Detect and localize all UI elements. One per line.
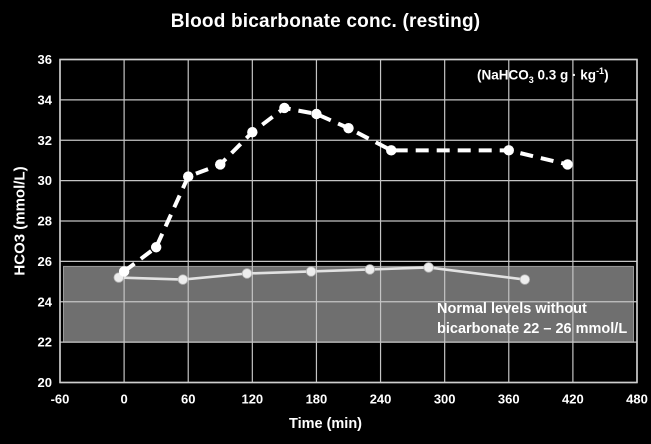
x-tick-label: 360 [498,392,520,407]
y-tick-label: 22 [38,335,52,350]
dose-annotation-subscript: 3 [528,75,534,86]
y-tick-label: 26 [38,254,52,269]
x-tick-label: 0 [120,392,127,407]
bicarbonate-data-point [118,266,130,277]
bicarbonate-data-point [150,242,162,253]
dose-annotation-text: ) [604,67,609,83]
control-data-point [423,262,434,273]
plot-frame [59,58,638,384]
control-data-point [519,274,531,285]
bicarbonate-data-point [183,171,194,182]
bicarbonate-data-point [279,102,290,114]
x-tick-label: 420 [562,392,584,407]
normal-range-label-line1: Normal levels without [437,301,587,317]
control-data-point [364,264,376,275]
y-tick-label: 24 [38,294,53,309]
bicarbonate-data-point [386,145,397,156]
bicarbonate-data-point [343,122,354,134]
bicarbonate-data-point [215,159,226,170]
x-axis-title: Time (min) [288,416,363,432]
x-tick-label: 300 [434,392,456,407]
dose-annotation-superscript: -1 [596,66,605,76]
x-tick-label: -60 [51,392,70,407]
x-tick-label: 480 [626,392,648,407]
bicarbonate-data-point [311,108,322,120]
y-axis-title: HCO3 (mmol/L) [11,166,29,276]
dose-annotation: (NaHCO3 0.3 g · kg-1) [477,66,609,85]
y-tick-label: 36 [38,52,52,67]
x-tick-label: 240 [370,392,392,407]
bicarbonate-data-point [503,145,514,156]
x-tick-label: 180 [306,392,328,407]
dose-annotation-text: 0.3 g · kg [533,67,597,83]
y-tick-label: 28 [38,214,52,229]
x-tick-label: 120 [241,392,263,407]
y-tick-label: 32 [38,133,52,148]
bicarbonate-data-point [562,159,573,170]
normal-range-label: Normal levels without bicarbonate 22 – 2… [437,300,627,339]
y-tick-label: 20 [38,375,52,390]
chart-title: Blood bicarbonate conc. (resting) [170,11,481,32]
control-data-point [241,268,253,279]
y-tick-label: 30 [38,173,52,188]
normal-range-label-line2: bicarbonate 22 – 26 mmol/L [437,320,628,337]
y-tick-label: 34 [38,92,53,107]
dose-annotation-text: (NaHCO [477,67,529,83]
control-data-point [305,266,317,277]
bicarbonate-data-point [247,126,258,138]
x-tick-label: 60 [181,392,195,407]
control-data-point [177,274,189,285]
